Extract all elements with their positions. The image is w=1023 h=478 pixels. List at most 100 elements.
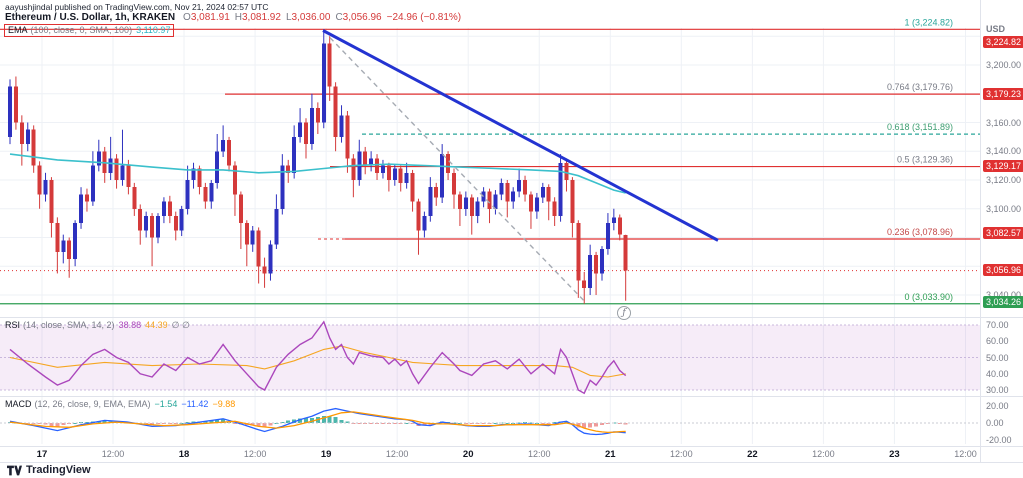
macd-hist-bar [469,423,474,424]
macd-hist-bar [594,423,599,427]
candle-body [173,215,178,231]
candle-body [61,240,66,252]
symbol-title[interactable]: Ethereum / U.S. Dollar, 1h, KRAKEN [5,12,176,23]
time-axis[interactable]: 17 12:00 18 12:00 19 12:00 20 12:00 21 12:00 22 12:… [0,446,981,462]
tradingview-logo[interactable]: TradingView [7,462,91,478]
candle-body [487,191,492,209]
macd-tick-label: 0.00 [986,418,1004,428]
macd-hist-bar [161,423,166,424]
symbol-info: Ethereum / U.S. Dollar, 1h, KRAKEN O3,081… [5,12,461,23]
macd-hist-bar [221,419,226,423]
time-tick-label: 12:00 [812,449,835,459]
candle-body [37,165,42,195]
macd-hist-bar [185,422,190,424]
candle-body [558,162,563,216]
candle-body [286,165,291,173]
candle-body [67,240,72,260]
macd-hist-bar [250,423,255,426]
macd-hist-bar [623,423,628,425]
macd-hist-bar [369,423,374,424]
candlestick-series[interactable] [8,29,628,304]
rsi-ma-value: 44.39 [145,320,168,330]
candle-body [43,180,48,195]
candle-body [280,165,285,209]
rsi-hidden-plots: ∅ ∅ [171,320,190,330]
time-tick-label: 21 [604,449,616,460]
candle-body [327,43,332,87]
fib-label: 0 (3,033.90) [904,292,953,302]
candle-body [552,201,557,216]
macd-hist-bar [215,420,220,423]
candle-body [108,158,113,173]
candle-body [623,234,628,271]
candle-body [386,165,391,180]
time-tick-label: 23 [889,449,900,460]
candle-body [197,168,202,188]
rsi-value: 38.88 [118,320,142,330]
candle-body [511,191,516,202]
candle-body [523,180,528,195]
candle-body [611,217,616,224]
macd-hist-bar [61,423,66,426]
candle-body [185,180,190,209]
macd-hist-bar [339,420,344,423]
candle-body [363,151,368,166]
candle-body [588,254,593,288]
macd-signal-value: −9.88 [212,399,236,409]
ema-legend[interactable]: EMA (100, close, 0, SMA, 100) 3,110.97 [4,24,175,37]
macd-hist-bar [345,421,350,423]
macd-hist-bar [150,423,155,425]
candle-body [25,129,30,145]
time-tick-label: 20 [462,449,474,460]
currency-label: USD [986,24,1006,34]
candle-body [493,194,498,209]
macd-legend[interactable]: MACD (12, 26, close, 9, EMA, EMA) −1.54 −11… [5,399,235,409]
macd-hist-bar [552,422,557,424]
macd-hist-bar [617,423,622,424]
macd-hist-bar [564,421,569,423]
rsi-params: (14, close, SMA, 14, 2) [23,320,115,330]
candle-body [392,168,397,180]
macd-hist-bar [582,423,587,429]
macd-hist-bar [605,423,610,424]
time-tick-label: 12:00 [670,449,693,459]
macd-hist-bar [493,423,498,424]
macd-hist-bar [73,422,78,424]
macd-params: (12, 26, close, 9, EMA, EMA) [34,399,151,409]
candle-body [156,215,160,238]
rsi-legend[interactable]: RSI (14, close, SMA, 14, 2) 38.88 44.39 ∅ ∅ [5,320,190,331]
macd-hist-bar [404,423,409,424]
candle-body [321,43,326,123]
price-badge: 3,129.17 [983,159,1023,172]
macd-hist-bar [102,420,107,423]
fx-event-marker[interactable]: ƒ [617,306,631,320]
candle-body [576,223,581,281]
rsi-title: RSI [5,320,21,330]
candle-body [600,249,604,274]
macd-hist-bar [144,423,149,425]
candle-body [339,115,344,137]
candle-body [138,208,143,231]
macd-hist-bar [333,417,338,423]
macd-hist-bar [528,422,533,424]
open-label: O [183,12,191,23]
price-axis[interactable]: USD 3,200.00 3,160.00 3,140.00 3,120.00 3,10… [981,0,1023,462]
candle-body [292,136,297,173]
candle-body [167,201,172,216]
price-change: −24.96 (−0.81%) [386,12,462,23]
macd-hist-bar [256,423,261,427]
macd-hist-bar [327,416,332,423]
candle-body [434,187,439,198]
candle-body [132,187,137,209]
candle-body [161,201,166,216]
macd-hist-bar [600,423,604,426]
macd-line [9,407,626,436]
macd-hist-bar [357,423,362,424]
candle-body [268,244,273,274]
candle-body [298,122,303,137]
macd-hist-bar [37,423,42,425]
candle-body [475,201,480,216]
candle-body [428,187,433,216]
